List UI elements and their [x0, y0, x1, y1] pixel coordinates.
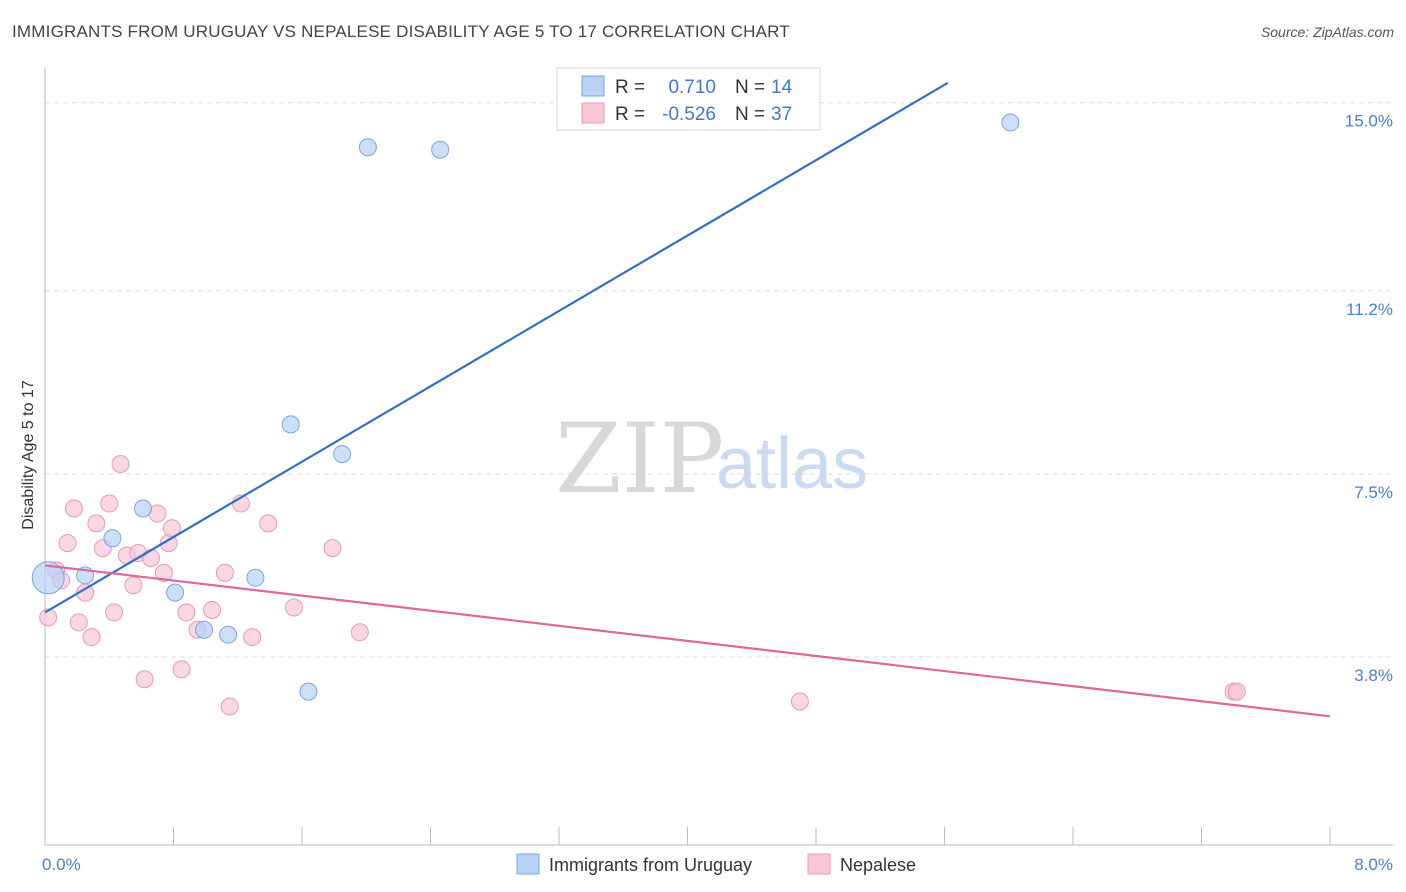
y-tick-label: 15.0%: [1345, 112, 1393, 131]
uruguay-point: [281, 415, 300, 434]
y-tick-label: 11.2%: [1346, 300, 1393, 319]
nepalese-point: [100, 494, 119, 513]
y-axis-label: Disability Age 5 to 17: [20, 380, 37, 530]
legend-swatch-uruguay[interactable]: [516, 853, 540, 875]
nepalese-point: [203, 600, 222, 619]
x-tick-label: 8.0%: [1354, 855, 1393, 874]
nepalese-point: [284, 598, 303, 617]
nepalese-point: [39, 608, 58, 627]
nepalese-point: [323, 539, 342, 558]
legend-swatch-nepalese[interactable]: [807, 853, 831, 875]
y-ticks: 3.8% 7.5% 11.2% 15.0%: [1345, 112, 1393, 685]
nepalese-point: [58, 534, 77, 553]
nepalese-point: [105, 603, 124, 622]
stats-r-value-pink: -0.526: [662, 104, 716, 125]
x-tick-label: 0.0%: [42, 855, 81, 874]
nepalese-point: [87, 514, 106, 533]
uruguay-point: [431, 140, 450, 159]
watermark-zip: ZIP: [555, 403, 724, 515]
y-tick-label: 7.5%: [1354, 483, 1393, 502]
stats-n-value-blue: 14: [771, 77, 793, 98]
nepalese-point: [790, 692, 809, 711]
uruguay-point: [166, 583, 185, 602]
uruguay-point: [1001, 113, 1020, 132]
uruguay-point: [219, 625, 238, 644]
nepalese-point: [142, 548, 161, 567]
uruguay-point: [133, 499, 152, 518]
legend-label-uruguay[interactable]: Immigrants from Uruguay: [549, 855, 752, 875]
stats-r-label-pink: R =: [615, 104, 645, 125]
chart-source: Source: ZipAtlas.com: [1260, 24, 1394, 40]
y-tick-label: 3.8%: [1354, 666, 1393, 685]
axes: [44, 68, 1393, 846]
gridlines: [45, 102, 1393, 658]
stats-n-value-pink: 37: [771, 104, 792, 125]
nepalese-point: [177, 603, 196, 622]
nepalese-point: [154, 563, 173, 582]
nepalese-point: [215, 563, 234, 582]
nepalese-point: [64, 499, 83, 518]
stats-n-label-pink: N =: [735, 104, 765, 125]
uruguay-point: [299, 682, 318, 701]
nepalese-point: [124, 576, 143, 595]
x-ticks: 0.0% 8.0%: [42, 827, 1393, 874]
stats-swatch-blue: [581, 75, 605, 97]
nepalese-point: [172, 660, 191, 679]
legend: Immigrants from Uruguay Nepalese: [516, 853, 916, 875]
nepalese-point: [243, 628, 262, 647]
nepalese-point: [350, 623, 369, 642]
nepalese-point: [111, 454, 130, 473]
uruguay-point: [246, 568, 265, 587]
stats-r-value-blue: 0.710: [668, 77, 716, 98]
stats-n-label-blue: N =: [735, 77, 765, 98]
trend-lines: [44, 81, 1331, 718]
uruguay-point: [195, 620, 214, 639]
uruguay-trend-line: [44, 81, 949, 614]
uruguay-point: [31, 561, 65, 595]
nepalese-point: [135, 670, 154, 689]
chart-title: IMMIGRANTS FROM URUGUAY VS NEPALESE DISA…: [12, 22, 790, 41]
nepalese-trend-line: [44, 564, 1331, 718]
stats-r-label-blue: R =: [615, 77, 645, 98]
stats-swatch-pink: [581, 102, 605, 124]
nepalese-point: [82, 628, 101, 647]
nepalese-point: [259, 514, 278, 533]
legend-label-nepalese[interactable]: Nepalese: [840, 855, 916, 875]
nepalese-point: [220, 697, 239, 716]
uruguay-point: [333, 445, 352, 464]
watermark-atlas: atlas: [716, 424, 868, 504]
uruguay-points: [31, 113, 1020, 701]
watermark: ZIP atlas: [555, 403, 868, 515]
stats-box: R = 0.710 N = 14 R = -0.526 N = 37: [556, 67, 821, 131]
uruguay-point: [103, 529, 122, 548]
uruguay-point: [358, 138, 377, 157]
nepalese-point: [69, 613, 88, 632]
nepalese-point: [1227, 682, 1246, 701]
